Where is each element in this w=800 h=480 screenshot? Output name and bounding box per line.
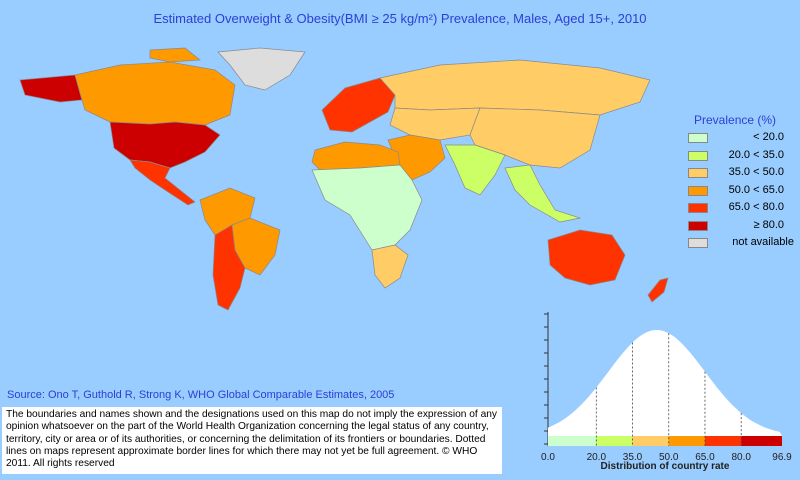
- legend-label: 65.0 < 80.0: [728, 201, 784, 213]
- distribution-tick-label: 35.0: [623, 452, 643, 463]
- region-new-zealand: [647, 277, 669, 303]
- distribution-tick-label: 96.9: [772, 452, 792, 463]
- distribution-tick-label: 65.0: [695, 452, 715, 463]
- region-europe: [321, 77, 396, 133]
- legend-label: ≥ 80.0: [753, 218, 784, 231]
- legend-swatch: [688, 168, 708, 178]
- region-canada-arctic: [149, 47, 201, 63]
- legend-swatch: [688, 238, 708, 248]
- legend-item: 65.0 < 80.0: [688, 201, 798, 219]
- distribution-chart: 0.0 20.0 35.0 50.0 65.0 80.0 96.9 Distribution…: [541, 312, 792, 472]
- region-china: [469, 107, 601, 169]
- distribution-tick-label: 50.0: [659, 452, 679, 463]
- region-sub-saharan-africa: [311, 164, 423, 251]
- region-usa: [109, 121, 221, 169]
- legend-item: < 20.0: [688, 131, 798, 149]
- legend-label: 20.0 < 35.0: [728, 148, 784, 161]
- region-greenland: [217, 47, 306, 91]
- distribution-band: [548, 436, 597, 446]
- distribution-band: [704, 436, 742, 446]
- region-russia: [379, 59, 651, 116]
- world-map: [19, 47, 669, 311]
- distribution-curve: [548, 330, 782, 436]
- region-alaska: [19, 74, 83, 103]
- region-southern-africa: [371, 244, 409, 289]
- legend-swatch: [688, 133, 708, 143]
- legend-title: Prevalence (%): [694, 113, 777, 127]
- legend-swatch: [688, 220, 708, 231]
- legend-swatch: [688, 185, 708, 196]
- legend-item: ≥ 80.0: [688, 219, 798, 237]
- legend-label: < 20.0: [753, 131, 784, 143]
- legend-label: 50.0 < 65.0: [728, 183, 784, 196]
- distribution-band: [668, 436, 705, 446]
- distribution-x-label: Distribution of country rate: [601, 461, 730, 472]
- distribution-band: [741, 436, 782, 446]
- region-central-asia: [389, 107, 481, 141]
- legend-swatch: [688, 203, 708, 213]
- distribution-band: [632, 436, 669, 446]
- region-australia: [547, 229, 626, 286]
- region-southeast-asia: [504, 164, 582, 223]
- legend-item: 35.0 < 50.0: [688, 166, 798, 184]
- distribution-tick-label: 0.0: [541, 452, 555, 463]
- region-argentina: [212, 224, 246, 311]
- distribution-guides: [595, 333, 742, 446]
- distribution-color-bar: [548, 436, 782, 446]
- legend: < 20.0 20.0 < 35.0 35.0 < 50.0 50.0 < 65…: [688, 131, 798, 254]
- distribution-tick-labels: 0.0 20.0 35.0 50.0 65.0 80.0 96.9: [541, 452, 792, 463]
- legend-item: 20.0 < 35.0: [688, 149, 798, 167]
- region-canada: [74, 61, 236, 126]
- source-text: Source: Ono T, Guthold R, Strong K, WHO …: [7, 389, 395, 401]
- disclaimer-text: The boundaries and names shown and the d…: [2, 407, 502, 474]
- distribution-tick-label: 20.0: [587, 452, 607, 463]
- region-south-asia: [444, 144, 506, 196]
- legend-label: 35.0 < 50.0: [728, 166, 784, 178]
- map-title: Estimated Overweight & Obesity(BMI ≥ 25 …: [153, 11, 647, 26]
- distribution-tick-label: 80.0: [731, 452, 751, 463]
- legend-item: not available: [688, 236, 798, 254]
- legend-item: 50.0 < 65.0: [688, 184, 798, 202]
- distribution-y-axis: [544, 312, 549, 446]
- region-mexico: [129, 159, 196, 206]
- legend-label: not available: [732, 236, 794, 248]
- distribution-band: [596, 436, 633, 446]
- legend-swatch: [688, 150, 708, 161]
